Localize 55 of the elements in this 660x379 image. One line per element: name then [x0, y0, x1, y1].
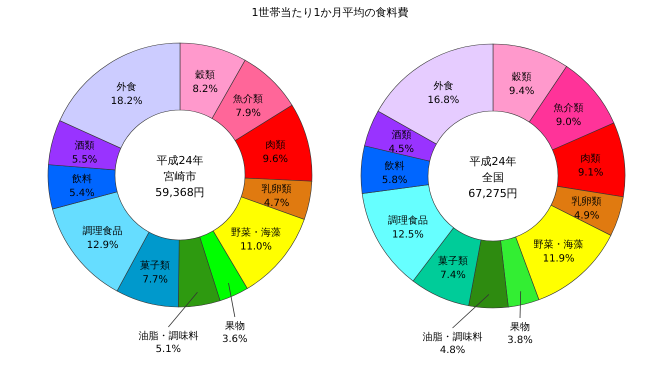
slice-label: 穀類	[195, 68, 216, 81]
data-label: 4.9%	[574, 210, 600, 222]
data-label: 4.7%	[264, 198, 290, 210]
slice-label: 菓子類	[438, 255, 468, 268]
slice-label: 肉類	[265, 139, 286, 152]
slice-label: 酒類	[391, 129, 412, 142]
data-label: 12.9%	[86, 240, 119, 251]
text: 全国	[482, 171, 504, 184]
data-label: 9.6%	[262, 154, 288, 166]
slice-label: 肉類	[580, 152, 601, 164]
slice-label: 野菜・海藻	[534, 238, 584, 250]
data-label: 7.4%	[440, 270, 466, 282]
slice-label: 魚介類	[554, 102, 584, 114]
data-label: 9.4%	[508, 86, 534, 97]
data-label: 16.8%	[427, 94, 460, 106]
slice-label: 飲料	[384, 160, 405, 172]
slice-label: 外食	[433, 80, 454, 92]
data-label: 7.7%	[142, 274, 168, 286]
data-label: 9.1%	[578, 167, 604, 178]
data-label: 5.8%	[382, 175, 408, 186]
slice-label: 乳卵類	[262, 183, 292, 196]
data-label: 18.2%	[110, 96, 142, 108]
data-label: 9.0%	[556, 116, 582, 128]
data-label: 4.8%	[440, 345, 466, 356]
data-label: 5.4%	[69, 188, 95, 199]
slice-label: 油脂・調味料	[138, 330, 198, 342]
text: 59,368円	[155, 186, 205, 199]
text: 67,275円	[468, 187, 518, 200]
slice-label: 酒類	[74, 139, 95, 152]
data-label: 7.9%	[236, 108, 261, 119]
slice-label: 外食	[116, 81, 137, 94]
slice-label: 乳卵類	[572, 195, 602, 208]
chart-title: 1世帯当たり1か月平均の食料費	[252, 6, 408, 19]
data-label: 3.6%	[222, 334, 248, 345]
data-label: 12.5%	[392, 230, 424, 241]
slice-label: 調理食品	[82, 224, 123, 237]
slice-label: 魚介類	[233, 92, 264, 105]
slice-label: 穀類	[512, 70, 532, 83]
data-label: 5.1%	[156, 344, 182, 355]
text: 宮崎市	[164, 170, 196, 183]
text: 平成24年	[156, 154, 204, 167]
slice-label: 油脂・調味料	[422, 331, 483, 343]
slice-label: 野菜・海藻	[231, 226, 282, 239]
slice-label: 飲料	[72, 172, 92, 185]
slice-label: 調理食品	[388, 214, 428, 227]
text: 平成24年	[470, 155, 516, 168]
slice-label: 菓子類	[140, 259, 170, 272]
data-label: 8.2%	[192, 84, 218, 95]
slice-label: 果物	[510, 322, 530, 333]
data-label: 5.5%	[72, 154, 98, 166]
data-label: 3.8%	[507, 335, 533, 346]
data-label: 11.9%	[542, 253, 575, 264]
slice-label: 果物	[224, 321, 245, 332]
data-label: 4.5%	[388, 144, 414, 156]
data-label: 11.0%	[240, 242, 272, 253]
